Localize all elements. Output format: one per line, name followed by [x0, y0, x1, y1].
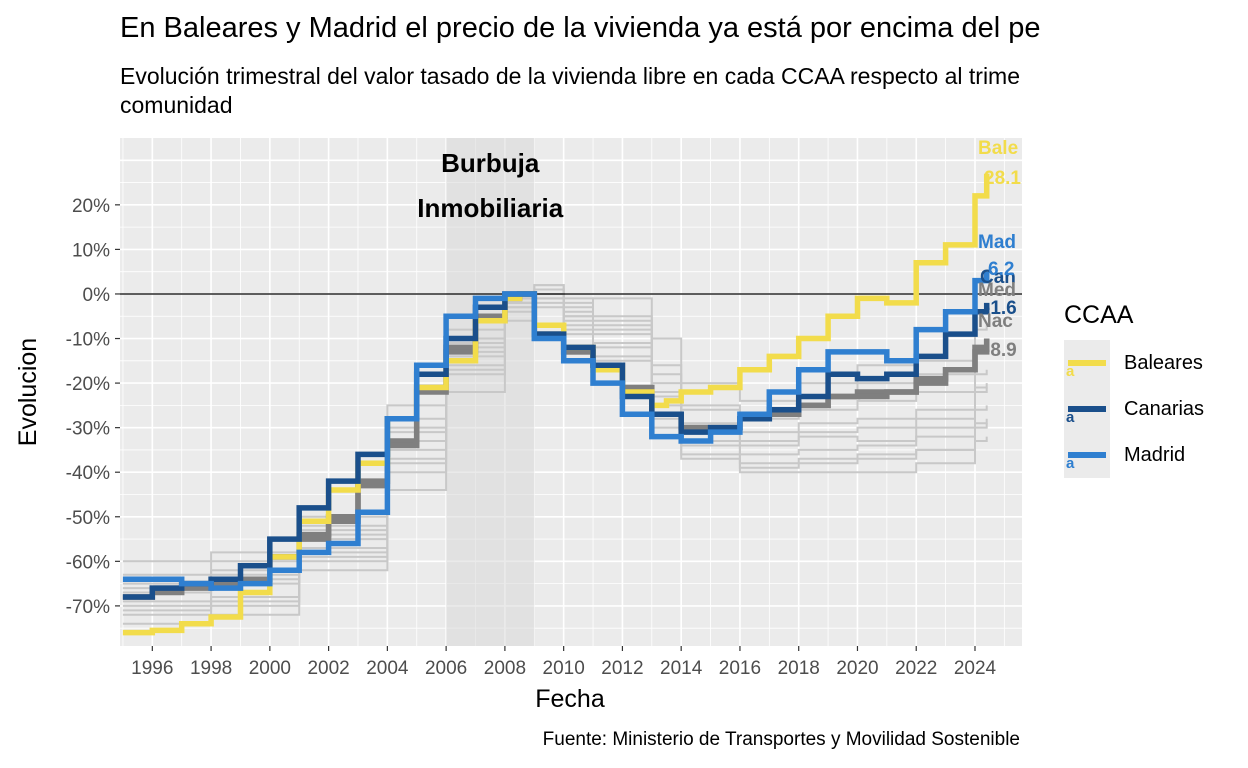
y-axis: 20% 10% 0% -10% -20% -30% -40% -50% -60% -70% — [66, 196, 120, 618]
legend-label-madrid: Madrid — [1124, 443, 1186, 466]
x-axis-title: Fecha — [535, 685, 605, 713]
x-tick-label: 2018 — [778, 658, 820, 679]
chart-subtitle: Evolución trimestral del valor tasado de… — [120, 62, 1248, 120]
legend-swatch-baleares — [1068, 360, 1106, 366]
x-tick-label: 2000 — [249, 658, 291, 679]
x-tick-label: 2010 — [543, 658, 585, 679]
x-tick-label: 2014 — [660, 658, 703, 679]
y-axis-title: Evolucion — [14, 338, 42, 446]
legend-key-canarias: a — [1064, 386, 1110, 432]
y-tick-label: -20% — [66, 374, 110, 395]
legend-item-canarias: a Canarias — [1064, 386, 1204, 432]
x-tick-label: 2024 — [954, 658, 997, 679]
legend-item-madrid: a Madrid — [1064, 432, 1204, 478]
x-tick-label: 2004 — [366, 658, 409, 679]
y-tick-label: 10% — [72, 240, 110, 261]
chart-subtitle-line-2: comunidad — [120, 92, 233, 118]
legend-glyph-canarias: a — [1066, 409, 1075, 426]
y-tick-label: -10% — [66, 330, 110, 351]
end-label-nacional: Nac — [978, 311, 1013, 332]
y-tick-label: -30% — [66, 419, 110, 440]
legend-title: CCAA — [1064, 301, 1134, 329]
x-tick-label: 2006 — [425, 658, 467, 679]
annotation-line-1: Burbuja — [441, 148, 540, 178]
end-label-madrid: Mad — [978, 232, 1016, 253]
legend: CCAA a Baleares a Canarias a Madrid — [1064, 300, 1204, 478]
x-tick-label: 2008 — [484, 658, 526, 679]
x-tick-label: 2016 — [719, 658, 761, 679]
y-tick-label: 0% — [83, 285, 111, 306]
x-tick-label: 1996 — [131, 658, 173, 679]
legend-glyph-baleares: a — [1066, 363, 1075, 380]
x-tick-label: 2002 — [307, 658, 349, 679]
y-tick-label: 20% — [72, 196, 110, 217]
end-label-media: Med — [978, 280, 1016, 301]
x-tick-label: 2022 — [895, 658, 937, 679]
source-caption: Fuente: Ministerio de Transportes y Movi… — [542, 729, 1020, 750]
x-tick-label: 1998 — [190, 658, 232, 679]
highlight-series — [122, 173, 990, 636]
end-label-canarias: Can — [980, 267, 1016, 288]
y-tick-label: -60% — [66, 552, 110, 573]
y-tick-label: -50% — [66, 508, 110, 529]
legend-swatch-canarias — [1068, 406, 1106, 412]
chart-subtitle-line-1: Evolución trimestral del valor tasado de… — [120, 63, 1020, 89]
y-tick-label: -70% — [66, 597, 110, 618]
series-line-madrid — [122, 271, 990, 591]
legend-swatch-madrid — [1068, 452, 1106, 458]
end-value-madrid: 6.2 — [988, 259, 1014, 280]
end-value-baleares: 28.1 — [984, 168, 1021, 189]
legend-key-madrid: a — [1064, 432, 1110, 478]
legend-item-baleares: a Baleares — [1064, 340, 1204, 386]
legend-label-canarias: Canarias — [1124, 397, 1205, 420]
x-tick-label: 2012 — [601, 658, 643, 679]
x-axis: 1996 1998 2000 2002 2004 2006 2008 2010 2012 2014… — [131, 646, 997, 679]
end-value-nacional: -8.9 — [984, 340, 1017, 361]
x-tick-label: 2020 — [836, 658, 878, 679]
legend-label-baleares: Baleares — [1124, 351, 1203, 374]
annotation-line-2: Inmobiliaria — [417, 193, 563, 223]
end-label-baleares: Bale — [978, 138, 1018, 159]
legend-key-baleares: a — [1064, 340, 1110, 386]
bubble-annotation: Burbuja Inmobiliaria — [417, 148, 563, 223]
legend-glyph-madrid: a — [1066, 455, 1075, 472]
chart-title: En Baleares y Madrid el precio de la viv… — [120, 12, 1041, 44]
y-tick-label: -40% — [66, 463, 110, 484]
end-value-canarias: -1.6 — [984, 298, 1017, 319]
